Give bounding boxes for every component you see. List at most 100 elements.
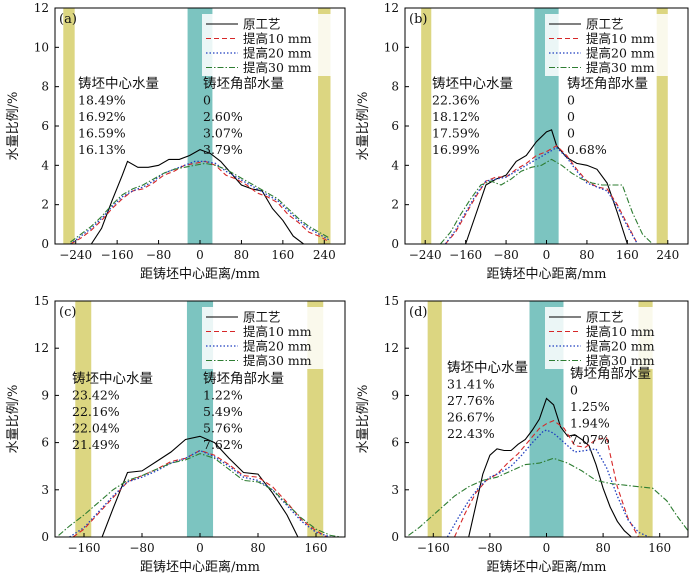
center-water-value: 16.13% [78, 142, 126, 157]
legend-entry: 提高30 mm [586, 60, 655, 75]
series-line-3 [69, 449, 331, 537]
y-axis-label: 水量比例/% [356, 92, 371, 161]
y-tick-label: 6 [41, 119, 49, 133]
center-water-title: 铸坯中心水量 [432, 76, 513, 92]
x-axis-label: 距铸坯中心距离/mm [140, 266, 260, 282]
center-water-value: 22.16% [72, 404, 120, 419]
panel-label: (a) [59, 12, 77, 27]
shaded-band [427, 301, 442, 537]
x-tick-label: −80 [129, 541, 154, 555]
center-water-title: 铸坯中心水量 [78, 76, 159, 92]
x-tick-label: −160 [68, 541, 101, 555]
series-line-2 [70, 160, 330, 244]
legend-entry: 提高30 mm [586, 353, 655, 368]
corner-water-value: 3.79% [203, 142, 243, 157]
y-tick-label: 15 [34, 294, 49, 308]
y-tick-label: 9 [41, 388, 49, 402]
y-tick-label: 15 [384, 294, 399, 308]
y-tick-label: 4 [391, 158, 399, 172]
y-axis-label: 水量比例/% [6, 92, 21, 161]
corner-water-value: 1.22% [203, 388, 243, 403]
x-tick-label: −160 [101, 248, 134, 262]
panel-label: (c) [59, 305, 76, 320]
y-tick-label: 8 [391, 80, 399, 94]
x-tick-label: 80 [579, 248, 594, 262]
corner-water-value: 0 [567, 126, 575, 141]
y-tick-label: 6 [41, 436, 49, 450]
y-tick-label: 12 [34, 1, 49, 15]
x-tick-label: −80 [477, 541, 502, 555]
legend-entry: 原工艺 [243, 17, 281, 32]
y-tick-label: 0 [41, 530, 49, 544]
series-line-1 [468, 397, 632, 537]
x-tick-label: 0 [543, 541, 551, 555]
x-tick-label: 160 [305, 541, 328, 555]
series-line-1 [90, 148, 304, 244]
x-axis-label: 距铸坯中心距离/mm [486, 559, 606, 575]
x-tick-label: −240 [59, 248, 92, 262]
y-tick-label: 6 [391, 436, 399, 450]
y-tick-label: 3 [41, 483, 49, 497]
x-tick-label: 80 [250, 541, 265, 555]
series-line-2 [453, 419, 639, 537]
legend-entry: 提高20 mm [243, 46, 312, 61]
x-tick-label: 0 [196, 541, 204, 555]
y-tick-label: 9 [391, 388, 399, 402]
legend-entry: 原工艺 [586, 17, 624, 32]
y-tick-label: 12 [34, 341, 49, 355]
y-tick-label: 2 [41, 198, 49, 212]
y-tick-label: 10 [384, 40, 399, 54]
series-line-4 [58, 453, 342, 537]
center-water-value: 16.92% [78, 109, 126, 124]
legend-entry: 提高10 mm [243, 31, 312, 46]
corner-water-title: 铸坯角部水量 [570, 366, 651, 382]
legend-entry: 提高10 mm [243, 324, 312, 339]
center-water-title: 铸坯中心水量 [72, 371, 153, 387]
corner-water-value: 7.62% [203, 437, 243, 452]
center-water-value: 21.49% [72, 437, 120, 452]
center-water-value: 18.49% [78, 93, 126, 108]
series-line-4 [439, 158, 653, 244]
legend-entry: 原工艺 [586, 310, 624, 325]
y-tick-label: 4 [41, 158, 49, 172]
center-water-title: 铸坯中心水量 [447, 360, 528, 376]
y-tick-label: 12 [384, 1, 399, 15]
y-tick-label: 8 [41, 80, 49, 94]
legend-entry: 提高30 mm [243, 60, 312, 75]
y-axis-label: 水量比例/% [6, 385, 21, 454]
x-tick-label: −240 [409, 248, 442, 262]
legend-entry: 提高10 mm [586, 31, 655, 46]
x-tick-label: 0 [543, 248, 551, 262]
x-tick-label: 80 [595, 541, 610, 555]
x-tick-label: −160 [449, 248, 482, 262]
legend-entry: 提高20 mm [586, 46, 655, 61]
x-tick-label: 80 [234, 248, 249, 262]
series-line-2 [444, 145, 638, 244]
panel-label: (d) [409, 305, 427, 320]
y-tick-label: 12 [384, 341, 399, 355]
chart-panel-2: −240 −160 −80 0 80 160 240 0 2 4 6 8 10 12 距铸坯中心距离/mm 水… [356, 1, 689, 282]
corner-water-value: 0 [570, 383, 578, 398]
legend-entry: 提高30 mm [243, 353, 312, 368]
corner-water-value: 3.07% [203, 126, 243, 141]
center-water-value: 23.42% [72, 388, 120, 403]
panel-label: (b) [409, 12, 427, 27]
series-line-2 [72, 449, 328, 537]
y-tick-label: 3 [391, 483, 399, 497]
x-axis-label: 距铸坯中心距离/mm [486, 266, 606, 282]
legend-entry: 提高20 mm [243, 339, 312, 354]
x-tick-label: −160 [417, 541, 450, 555]
x-axis-label: 距铸坯中心距离/mm [140, 559, 260, 575]
corner-water-value: 5.49% [203, 404, 243, 419]
shaded-band [656, 8, 668, 244]
center-water-value: 16.59% [78, 126, 126, 141]
y-tick-label: 0 [41, 237, 49, 251]
center-water-value: 27.76% [447, 393, 495, 408]
shaded-band [421, 8, 432, 244]
series-line-1 [465, 129, 628, 244]
center-water-value: 17.59% [432, 126, 480, 141]
